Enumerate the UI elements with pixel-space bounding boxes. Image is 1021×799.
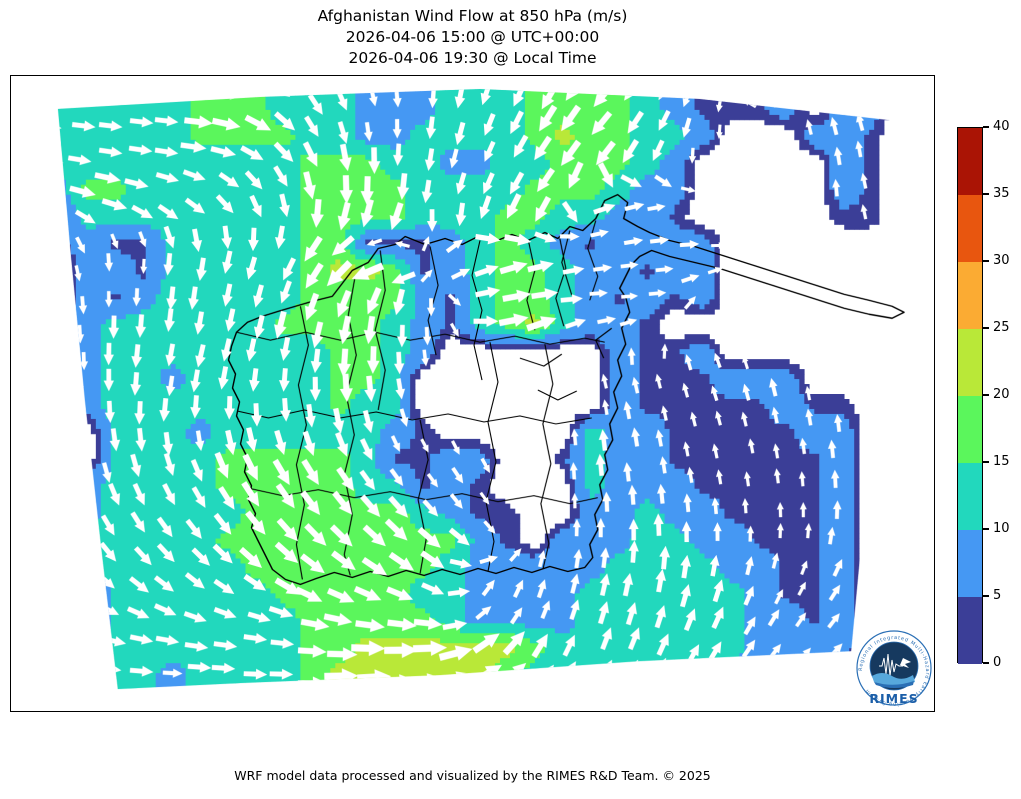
- logo-wordmark: RIMES: [869, 691, 918, 706]
- colorbar-segment: [958, 262, 982, 329]
- colorbar-tick: [983, 327, 989, 329]
- colorbar-segment: [958, 530, 982, 597]
- bird-icon: [900, 658, 911, 668]
- colorbar-tick-label: 40: [993, 119, 1010, 135]
- colorbar-tick-label: 25: [993, 320, 1010, 336]
- colorbar-tick-label: 30: [993, 253, 1010, 269]
- colorbar-segment: [958, 396, 982, 463]
- colorbar-tick: [983, 528, 989, 530]
- colorbar-segment: [958, 195, 982, 262]
- colorbar-tick: [983, 260, 989, 262]
- wave-icon: [872, 673, 915, 686]
- credit-text: WRF model data processed and visualized …: [234, 768, 711, 783]
- chart-subtitle-local: 2026-04-06 19:30 @ Local Time: [348, 49, 597, 67]
- colorbar-segment: [958, 128, 982, 195]
- colorbar-tick-label: 0: [993, 655, 1002, 671]
- colorbar-tick: [983, 662, 989, 664]
- colorbar-tick: [983, 193, 989, 195]
- colorbar-tick-label: 35: [993, 186, 1010, 202]
- rimes-logo: Regional Integrated Multi-Hazard Early W…: [856, 630, 932, 707]
- wind-map-canvas: [11, 76, 934, 711]
- colorbar-tick-label: 5: [993, 588, 1002, 604]
- colorbar: [957, 127, 983, 664]
- colorbar-tick: [983, 394, 989, 396]
- colorbar-segment: [958, 329, 982, 396]
- colorbar-tick-label: 10: [993, 521, 1010, 537]
- chart-subtitle-utc: 2026-04-06 15:00 @ UTC+00:00: [345, 28, 600, 46]
- colorbar-tick: [983, 595, 989, 597]
- colorbar-tick-label: 15: [993, 454, 1010, 470]
- colorbar-tick: [983, 126, 989, 128]
- colorbar-tick-label: 20: [993, 387, 1010, 403]
- chart-title: Afghanistan Wind Flow at 850 hPa (m/s): [317, 7, 628, 25]
- map-plot-area: [10, 75, 935, 712]
- colorbar-segment: [958, 597, 982, 664]
- colorbar-tick: [983, 461, 989, 463]
- wave2-icon: [874, 681, 914, 688]
- colorbar-segment: [958, 463, 982, 530]
